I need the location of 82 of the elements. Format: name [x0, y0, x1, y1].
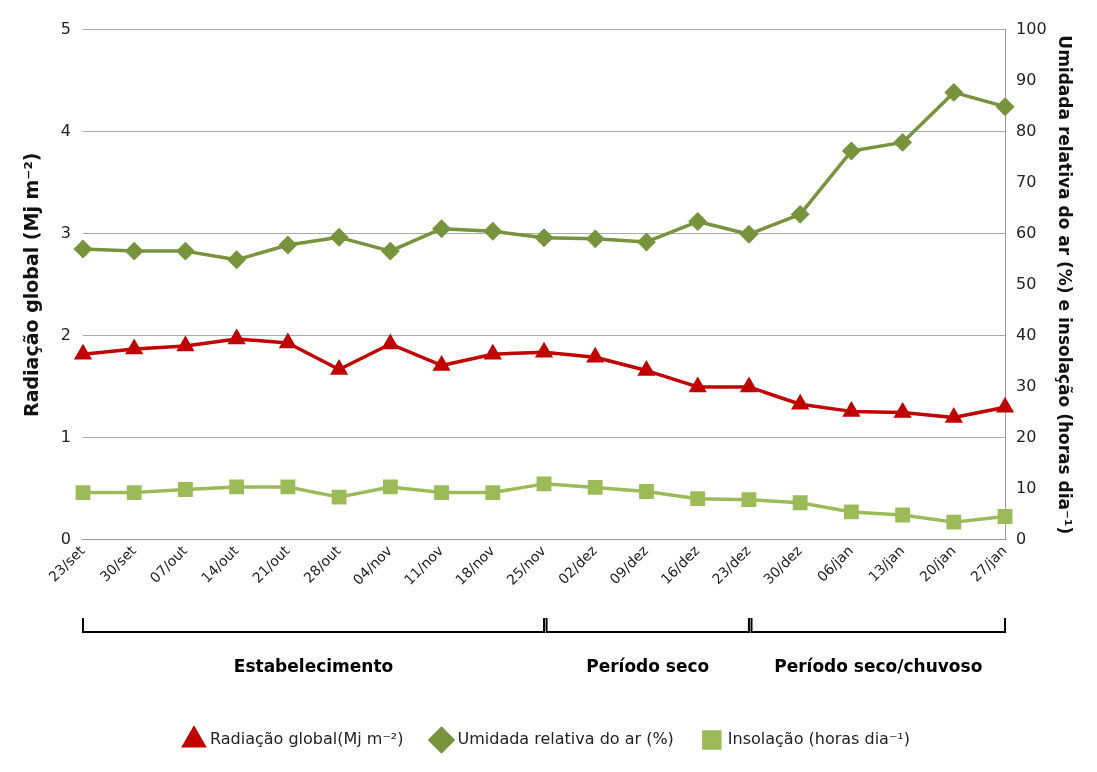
point: [791, 205, 809, 224]
point: [330, 228, 348, 247]
y2-tick-label: 80: [1016, 120, 1037, 140]
point: [893, 133, 912, 152]
text: Período seco/chuvoso: [774, 656, 983, 677]
point: [843, 504, 859, 520]
legend-label: Radiação global(Mj m⁻²): [209, 729, 404, 749]
y2-tick-label: 20: [1016, 427, 1037, 447]
point: [637, 233, 656, 251]
point: [381, 242, 400, 260]
point: [996, 396, 1014, 413]
y2-tick-label: 70: [1016, 171, 1037, 191]
y2-tick-label: 0: [1016, 529, 1027, 549]
point: [895, 507, 911, 523]
legend-label: Umidada relativa do ar (%): [457, 729, 674, 749]
y2-tick-label: 30: [1016, 376, 1037, 396]
point: [638, 361, 655, 376]
point: [434, 485, 449, 500]
point: [484, 345, 501, 360]
point: [843, 402, 860, 417]
point: [535, 229, 553, 247]
point: [279, 236, 297, 254]
point: [741, 492, 757, 508]
point: [946, 514, 962, 530]
y-tick-label: 4: [60, 120, 71, 140]
point: [484, 222, 502, 240]
point: [536, 476, 552, 492]
y2-tick-label: 90: [1016, 69, 1037, 89]
point: [177, 337, 194, 352]
y-axis-title: Radiação global (Mj m⁻²): [20, 152, 43, 417]
point: [126, 340, 143, 355]
point: [227, 251, 246, 269]
y2-tick-label: 100: [1016, 18, 1047, 38]
point: [587, 480, 603, 495]
point: [485, 485, 501, 500]
point: [331, 360, 347, 375]
point: [229, 479, 245, 495]
point: [178, 482, 193, 497]
point: [331, 489, 347, 505]
y2-tick-label: 60: [1016, 222, 1037, 242]
point: [689, 378, 706, 393]
point: [433, 356, 450, 371]
y-tick-label: 2: [60, 325, 71, 344]
point: [639, 484, 654, 499]
point: [382, 479, 398, 495]
legend-label: Insolação (horas dia⁻¹): [727, 729, 911, 749]
point: [176, 242, 195, 260]
point: [690, 491, 706, 507]
point: [688, 212, 707, 231]
point: [792, 395, 808, 410]
point: [126, 485, 142, 500]
text: Período seco: [586, 656, 710, 677]
y-tick-label: 3: [60, 222, 71, 242]
point: [996, 97, 1014, 116]
point: [740, 225, 758, 244]
y2-tick-label: 40: [1016, 325, 1037, 344]
point: [75, 345, 91, 360]
y2-tick-label: 50: [1016, 273, 1037, 293]
y-tick-label: 1: [60, 427, 71, 447]
point: [432, 219, 451, 238]
point: [946, 408, 962, 423]
point: [382, 335, 399, 350]
point: [280, 334, 296, 349]
point: [586, 230, 604, 248]
point: [536, 343, 552, 358]
point: [228, 330, 245, 345]
point: [894, 403, 911, 418]
point: [125, 242, 143, 260]
y-tick-label: 5: [60, 18, 71, 38]
text: Estabelecimento: [233, 656, 394, 677]
point: [945, 83, 963, 102]
point: [842, 142, 861, 160]
point: [792, 495, 808, 511]
point: [75, 485, 91, 500]
point: [280, 479, 296, 495]
y2-tick-label: 10: [1016, 478, 1037, 498]
y2-axis-title: Umidada relativa do ar (%) e insolação (horas dia⁻¹): [1055, 35, 1076, 535]
point: [586, 346, 605, 363]
point: [74, 240, 92, 258]
point: [997, 509, 1013, 524]
y-tick-label: 0: [60, 529, 71, 549]
point: [741, 378, 757, 393]
